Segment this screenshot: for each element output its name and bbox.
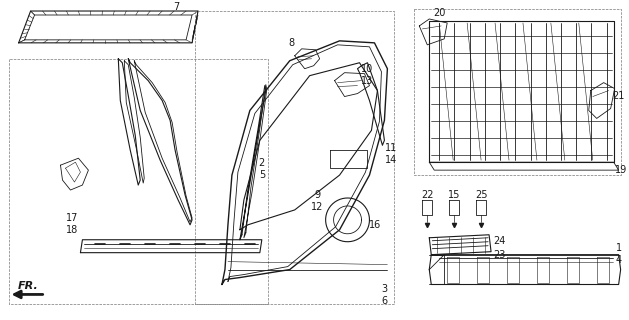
Text: 14: 14	[386, 155, 398, 165]
Text: 2: 2	[259, 158, 265, 168]
Text: 3: 3	[381, 284, 387, 294]
Text: 6: 6	[381, 296, 387, 307]
Text: 21: 21	[613, 91, 625, 100]
Text: 12: 12	[311, 202, 324, 212]
Text: 22: 22	[421, 190, 433, 200]
Text: 4: 4	[616, 255, 621, 265]
Text: 20: 20	[433, 8, 445, 18]
Text: 9: 9	[314, 190, 321, 200]
Text: 16: 16	[369, 220, 382, 230]
Text: 15: 15	[448, 190, 460, 200]
Text: 13: 13	[361, 76, 374, 86]
Text: FR.: FR.	[18, 282, 39, 292]
Text: 1: 1	[616, 243, 621, 253]
Text: 24: 24	[493, 236, 505, 246]
Text: 5: 5	[259, 170, 265, 180]
Text: 11: 11	[386, 143, 398, 153]
Text: 7: 7	[173, 2, 179, 12]
Text: 8: 8	[289, 38, 295, 48]
Text: 17: 17	[66, 213, 79, 223]
Text: 18: 18	[66, 225, 79, 235]
Text: 25: 25	[475, 190, 487, 200]
Text: 10: 10	[361, 64, 374, 74]
Text: 23: 23	[493, 250, 505, 260]
Text: 19: 19	[615, 165, 626, 175]
